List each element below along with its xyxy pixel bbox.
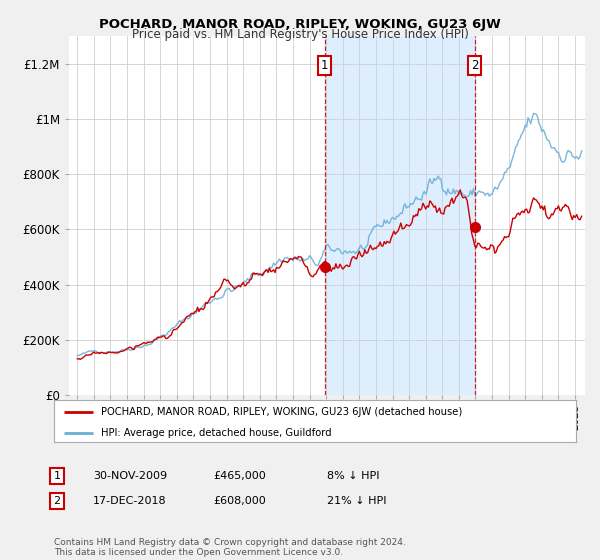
Text: 1: 1: [53, 471, 61, 481]
Text: 2: 2: [53, 496, 61, 506]
Bar: [325, 36, 475, 395]
Text: 17-DEC-2018: 17-DEC-2018: [93, 496, 167, 506]
Text: Contains HM Land Registry data © Crown copyright and database right 2024.
This d: Contains HM Land Registry data © Crown c…: [54, 538, 406, 557]
Text: £465,000: £465,000: [213, 471, 266, 481]
Text: £608,000: £608,000: [213, 496, 266, 506]
Text: 21% ↓ HPI: 21% ↓ HPI: [327, 496, 386, 506]
Text: 8% ↓ HPI: 8% ↓ HPI: [327, 471, 380, 481]
Text: 1: 1: [321, 59, 329, 72]
Text: POCHARD, MANOR ROAD, RIPLEY, WOKING, GU23 6JW: POCHARD, MANOR ROAD, RIPLEY, WOKING, GU2…: [99, 18, 501, 31]
Text: HPI: Average price, detached house, Guildford: HPI: Average price, detached house, Guil…: [101, 428, 332, 438]
Text: 30-NOV-2009: 30-NOV-2009: [93, 471, 167, 481]
Text: POCHARD, MANOR ROAD, RIPLEY, WOKING, GU23 6JW (detached house): POCHARD, MANOR ROAD, RIPLEY, WOKING, GU2…: [101, 407, 462, 417]
Text: 2: 2: [471, 59, 479, 72]
Text: Price paid vs. HM Land Registry's House Price Index (HPI): Price paid vs. HM Land Registry's House …: [131, 28, 469, 41]
